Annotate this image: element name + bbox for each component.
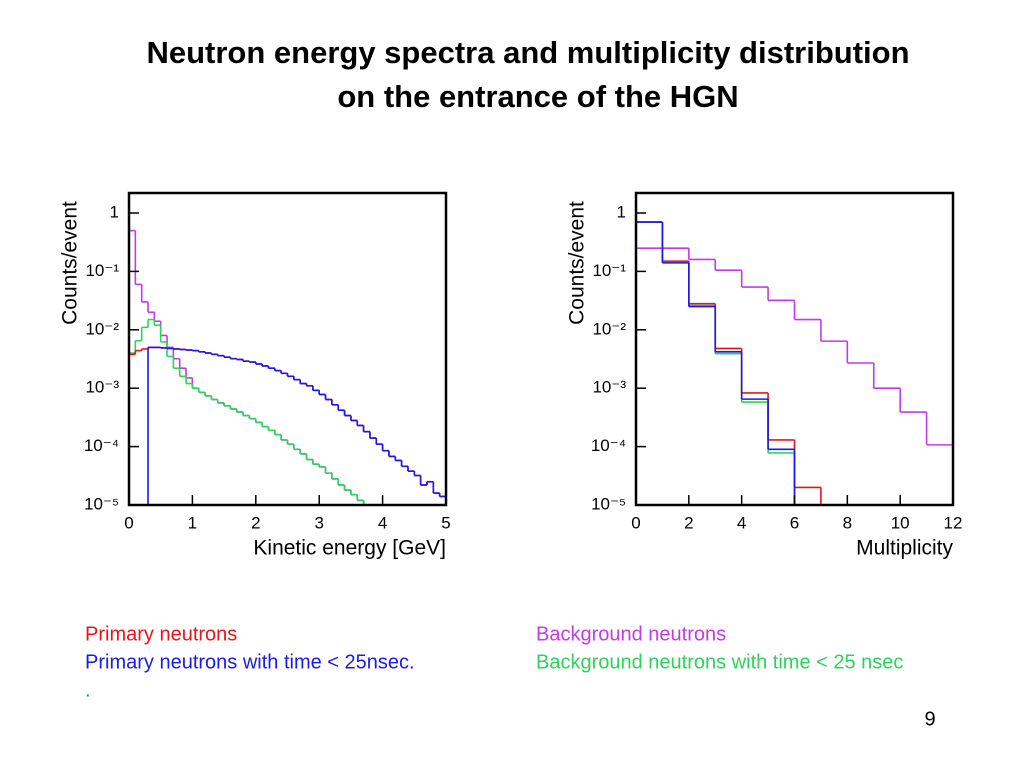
x-tick-label: 6 (790, 513, 799, 532)
y-tick-label: 10⁻¹ (85, 261, 119, 280)
x-tick-label: 0 (631, 513, 640, 532)
x-tick-label: 1 (188, 513, 197, 532)
y-axis-label: Counts/event (566, 201, 589, 325)
x-tick-label: 4 (378, 513, 387, 532)
legend-label: Primary neutrons (85, 623, 237, 645)
y-tick-label: 10⁻⁴ (84, 436, 119, 455)
x-tick-label: 8 (843, 513, 852, 532)
x-tick-label: 3 (314, 513, 323, 532)
title: Neutron energy spectra and multiplicity … (146, 35, 909, 70)
x-axis-label: Multiplicity (856, 537, 953, 560)
y-axis-label: Counts/event (59, 201, 82, 325)
plot-frame (127, 191, 448, 507)
x-tick-label: 12 (944, 513, 963, 532)
y-tick-label: 10⁻² (592, 319, 626, 338)
legend-label: Background neutrons (536, 623, 726, 645)
y-tick-label: 10⁻³ (592, 378, 626, 397)
plot-area (636, 221, 953, 505)
x-tick-label: 2 (251, 513, 260, 532)
y-tick-label: 10⁻³ (85, 378, 119, 397)
x-tick-label: 4 (737, 513, 746, 532)
x-tick-label: 2 (684, 513, 693, 532)
x-tick-label: 5 (441, 513, 450, 532)
note: . (85, 679, 91, 701)
x-tick-label: 0 (124, 513, 133, 532)
page-number: 9 (924, 708, 935, 730)
plot-area (129, 229, 446, 505)
x-tick-label: 10 (891, 513, 910, 532)
y-tick-label: 10⁻⁵ (84, 494, 119, 513)
y-tick-label: 10⁻⁴ (591, 436, 626, 455)
y-tick-label: 1 (110, 202, 119, 221)
title: on the entrance of the HGN (337, 79, 738, 114)
legend-label: Primary neutrons with time < 25nsec. (85, 651, 415, 673)
x-axis-label: Kinetic energy [GeV] (253, 537, 446, 560)
y-tick-label: 10⁻⁵ (591, 494, 626, 513)
y-tick-label: 10⁻¹ (592, 261, 626, 280)
y-tick-label: 1 (617, 202, 626, 221)
legend-label: Background neutrons with time < 25 nsec (536, 651, 903, 673)
y-tick-label: 10⁻² (85, 319, 119, 338)
